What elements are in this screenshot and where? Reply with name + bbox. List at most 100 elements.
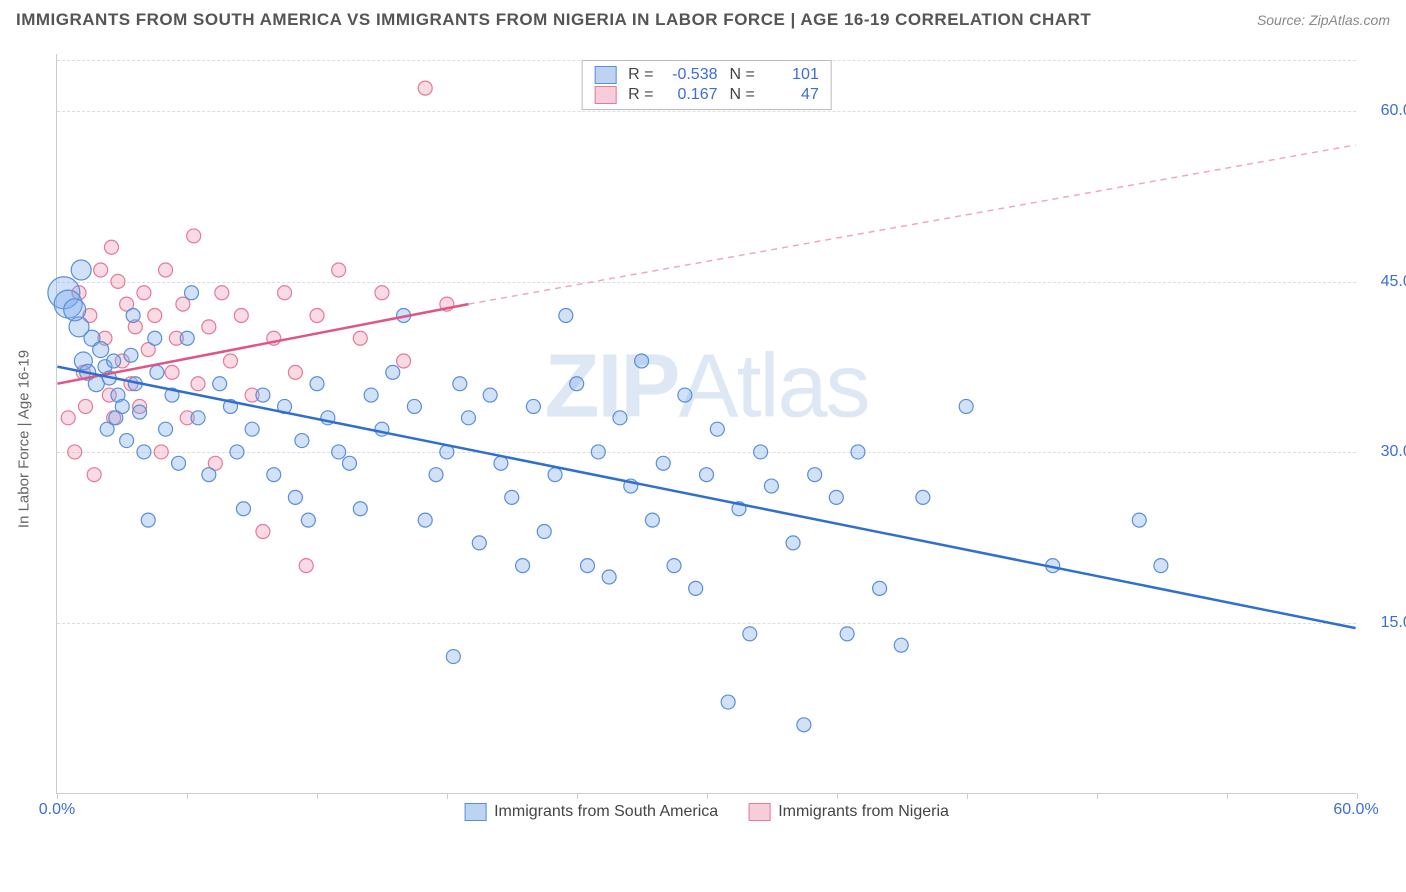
scatter-point <box>288 365 302 379</box>
scatter-point <box>93 342 109 358</box>
scatter-point <box>581 559 595 573</box>
r-label: R = <box>628 86 653 104</box>
scatter-point <box>364 388 378 402</box>
scatter-point <box>505 490 519 504</box>
scatter-point <box>141 513 155 527</box>
scatter-point <box>234 309 248 323</box>
x-tick-mark <box>1227 793 1228 799</box>
scatter-point <box>516 559 530 573</box>
scatter-point <box>191 377 205 391</box>
scatter-point <box>115 399 129 413</box>
scatter-point <box>137 445 151 459</box>
scatter-point <box>301 513 315 527</box>
scatter-point <box>133 405 147 419</box>
scatter-point <box>202 320 216 334</box>
scatter-point <box>537 525 551 539</box>
x-tick-mark <box>707 793 708 799</box>
scatter-point <box>148 331 162 345</box>
r-value-a: -0.538 <box>662 66 718 84</box>
scatter-point <box>1132 513 1146 527</box>
scatter-point <box>245 422 259 436</box>
scatter-point <box>223 354 237 368</box>
scatter-point <box>453 377 467 391</box>
scatter-point <box>180 331 194 345</box>
scatter-point <box>159 422 173 436</box>
x-tick-mark <box>57 793 58 799</box>
scatter-point <box>472 536 486 550</box>
scatter-point <box>310 309 324 323</box>
scatter-point <box>202 468 216 482</box>
scatter-point <box>397 354 411 368</box>
scatter-point <box>120 434 134 448</box>
source-attribution: Source: ZipAtlas.com <box>1257 12 1390 28</box>
plot-area: ZIPAtlas R = -0.538 N = 101 R = 0.167 N … <box>56 54 1356 794</box>
scatter-point <box>840 627 854 641</box>
legend-item-series-a: Immigrants from South America <box>464 803 718 821</box>
x-tick-mark <box>1357 793 1358 799</box>
scatter-point <box>418 81 432 95</box>
scatter-point <box>1154 559 1168 573</box>
y-tick-label: 45.0% <box>1381 273 1406 291</box>
scatter-svg <box>57 54 1356 793</box>
scatter-point <box>332 445 346 459</box>
scatter-point <box>689 581 703 595</box>
scatter-point <box>829 490 843 504</box>
scatter-point <box>111 274 125 288</box>
scatter-point <box>213 377 227 391</box>
scatter-point <box>172 456 186 470</box>
scatter-point <box>104 240 118 254</box>
swatch-series-b <box>594 86 616 104</box>
scatter-point <box>353 502 367 516</box>
legend-row-series-a: R = -0.538 N = 101 <box>594 65 819 85</box>
scatter-point <box>295 434 309 448</box>
scatter-point <box>429 468 443 482</box>
scatter-point <box>548 468 562 482</box>
scatter-point <box>764 479 778 493</box>
scatter-point <box>721 695 735 709</box>
r-label: R = <box>628 66 653 84</box>
scatter-point <box>165 365 179 379</box>
swatch-series-a <box>594 66 616 84</box>
n-label: N = <box>730 66 755 84</box>
x-tick-mark <box>967 793 968 799</box>
legend-label-b: Immigrants from Nigeria <box>778 803 949 821</box>
x-tick-mark <box>837 793 838 799</box>
scatter-point <box>635 354 649 368</box>
correlation-legend: R = -0.538 N = 101 R = 0.167 N = 47 <box>581 60 832 110</box>
scatter-point <box>591 445 605 459</box>
scatter-point <box>126 309 140 323</box>
scatter-point <box>94 263 108 277</box>
x-tick-max: 60.0% <box>1333 801 1378 819</box>
scatter-point <box>215 286 229 300</box>
trend-line <box>57 304 468 384</box>
scatter-point <box>342 456 356 470</box>
chart-container: In Labor Force | Age 16-19 ZIPAtlas R = … <box>30 44 1390 834</box>
scatter-point <box>185 286 199 300</box>
scatter-point <box>710 422 724 436</box>
scatter-point <box>656 456 670 470</box>
x-tick-min: 0.0% <box>39 801 75 819</box>
scatter-point <box>678 388 692 402</box>
scatter-point <box>602 570 616 584</box>
scatter-point <box>288 490 302 504</box>
scatter-point <box>299 559 313 573</box>
scatter-point <box>124 348 138 362</box>
scatter-point <box>483 388 497 402</box>
scatter-point <box>461 411 475 425</box>
x-tick-mark <box>577 793 578 799</box>
scatter-point <box>61 411 75 425</box>
scatter-point <box>267 468 281 482</box>
scatter-point <box>754 445 768 459</box>
x-tick-mark <box>317 793 318 799</box>
scatter-point <box>851 445 865 459</box>
scatter-point <box>87 468 101 482</box>
scatter-point <box>150 365 164 379</box>
x-tick-mark <box>447 793 448 799</box>
swatch-series-a <box>464 803 486 821</box>
y-tick-label: 30.0% <box>1381 443 1406 461</box>
n-label: N = <box>730 86 755 104</box>
scatter-point <box>494 456 508 470</box>
scatter-point <box>418 513 432 527</box>
trend-line <box>57 367 1355 628</box>
scatter-point <box>667 559 681 573</box>
